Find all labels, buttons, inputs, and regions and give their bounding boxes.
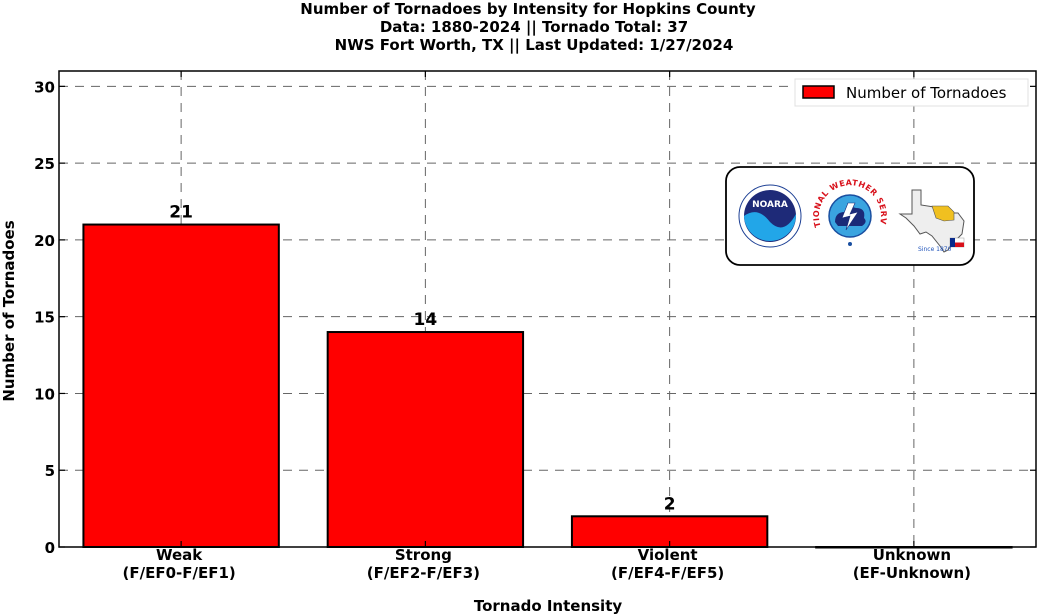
chart-title: Number of Tornadoes by Intensity for Hop… (300, 0, 756, 55)
bar-value-label: 21 (169, 203, 193, 223)
x-tick-label-line1: Strong (395, 546, 452, 564)
y-tick-label: 15 (34, 309, 55, 327)
title-line-1: Number of Tornadoes by Intensity for Hop… (300, 0, 756, 18)
y-axis-label: Number of Tornadoes (0, 220, 18, 401)
y-tick-label: 30 (34, 78, 55, 96)
y-tick-label: 25 (34, 155, 55, 173)
x-tick-label-line2: (F/EF4-F/EF5) (611, 564, 724, 582)
title-line-2: Data: 1880-2024 || Tornado Total: 37 (380, 18, 688, 37)
legend-label: Number of Tornadoes (846, 84, 1007, 102)
title-line-3: NWS Fort Worth, TX || Last Updated: 1/27… (335, 36, 734, 55)
x-tick-label-line2: (EF-Unknown) (853, 564, 971, 582)
x-tick-label-line1: Weak (156, 546, 203, 564)
bars (82, 223, 1013, 549)
x-tick-label-line1: Unknown (873, 546, 951, 564)
bar-value-label: 2 (664, 494, 676, 514)
y-axis-ticks: 0 5 10 15 20 25 30 (34, 78, 1036, 557)
x-axis-label: Tornado Intensity (474, 597, 623, 615)
noaa-logo-icon: NOARA (738, 184, 802, 248)
bar-value-label: 14 (414, 310, 438, 330)
texas-since-text: Since 1870 (918, 246, 952, 253)
x-tick-label-line2: (F/EF2-F/EF3) (367, 564, 480, 582)
bar (82, 223, 280, 548)
bar (326, 331, 525, 548)
noaa-logo-text: NOARA (752, 200, 788, 210)
x-tick-label-line1: Violent (638, 546, 698, 564)
bar-data-labels: 21 14 2 (169, 203, 675, 515)
texas-map-logo-icon: Since 1870 (898, 189, 965, 253)
x-axis-ticks: Weak(F/EF0-F/EF1) Strong(F/EF2-F/EF3) Viol… (123, 71, 971, 582)
plot-frame (58, 70, 1037, 548)
legend-swatch (802, 85, 835, 99)
y-tick-label: 0 (45, 539, 55, 557)
y-tick-label: 20 (34, 232, 55, 250)
legend: Number of Tornadoes (794, 78, 1029, 107)
x-tick-label-line2: (F/EF0-F/EF1) (123, 564, 236, 582)
y-tick-label: 10 (34, 385, 55, 403)
y-tick-label: 5 (45, 462, 55, 480)
